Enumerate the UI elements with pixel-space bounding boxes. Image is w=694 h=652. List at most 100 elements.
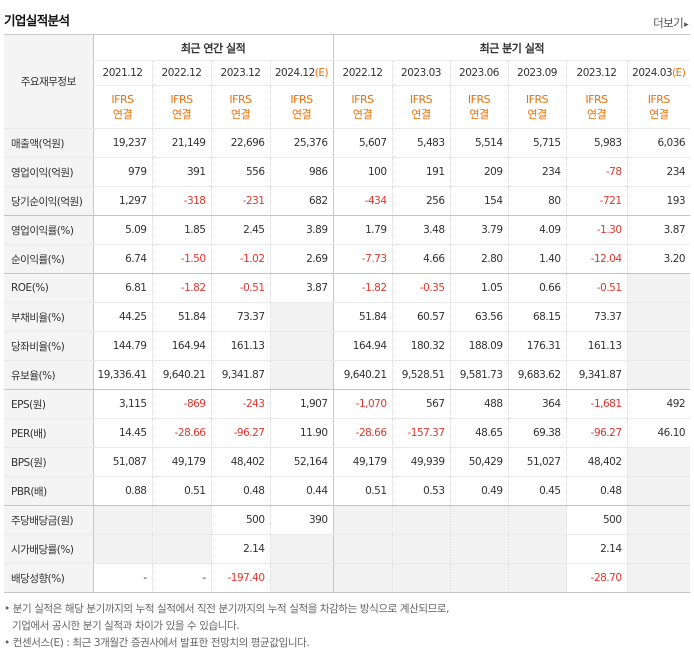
accounting-standard: IFRS 연결 bbox=[210, 85, 270, 129]
value-cell: 256 bbox=[391, 186, 451, 216]
value-cell: -869 bbox=[151, 389, 211, 419]
value-cell: 488 bbox=[449, 389, 509, 419]
standard-line2: 연결 bbox=[112, 108, 133, 121]
accounting-standard: IFRS 연결 bbox=[332, 85, 393, 129]
table-row: BPS(원) 51,087 49,179 48,402 52,164 49,179 49,9… bbox=[4, 447, 691, 477]
value-cell: 48,402 bbox=[565, 447, 628, 477]
value-cell: -434 bbox=[332, 186, 393, 216]
value-cell: 209 bbox=[449, 157, 509, 187]
value-cell bbox=[507, 563, 567, 593]
value-cell: 11.90 bbox=[269, 418, 334, 448]
value-cell: 9,341.87 bbox=[210, 360, 270, 390]
value-cell: -78 bbox=[565, 157, 628, 187]
section-title: 기업실적분석 bbox=[4, 13, 70, 28]
value-cell: -28.70 bbox=[565, 563, 628, 593]
standard-line2: 연결 bbox=[586, 108, 607, 121]
accounting-standard: IFRS 연결 bbox=[269, 85, 334, 129]
period-header: 2022.12 bbox=[332, 60, 393, 86]
value-cell: 0.45 bbox=[507, 476, 567, 506]
value-cell: 51.84 bbox=[151, 302, 211, 332]
value-cell: -197.40 bbox=[210, 563, 270, 593]
standard-line2: 연결 bbox=[411, 108, 431, 121]
footnote-2: • 컨센서스(E) : 최근 3개월간 증권사에서 발표한 전망치의 평균값입니… bbox=[4, 637, 310, 649]
value-cell: -0.35 bbox=[391, 273, 451, 303]
value-cell: 3,115 bbox=[92, 389, 152, 419]
table-row: 영업이익률(%) 5.09 1.85 2.45 3.89 1.79 3.48 3.79 4.09… bbox=[4, 215, 691, 245]
value-cell: 21,149 bbox=[151, 128, 211, 158]
standard-line1: IFRS bbox=[351, 93, 374, 106]
value-cell: 51.84 bbox=[332, 302, 393, 332]
value-cell: 193 bbox=[626, 186, 691, 216]
value-cell: 80 bbox=[507, 186, 567, 216]
value-cell bbox=[391, 563, 451, 593]
value-cell: 0.88 bbox=[92, 476, 152, 506]
table-row: 당기순이익(억원) 1,297 -318 -231 682 -434 256 154 80 -72… bbox=[4, 186, 691, 216]
period-header: 2024.12(E) bbox=[269, 60, 334, 86]
group-quarterly: 최근 분기 실적 bbox=[332, 34, 691, 61]
period-header: 2023.12 bbox=[565, 60, 628, 86]
estimate-mark: (E) bbox=[672, 67, 686, 79]
accounting-standard: IFRS 연결 bbox=[449, 85, 509, 129]
value-cell: 9,683.62 bbox=[507, 360, 567, 390]
footnote-1: • 분기 실적은 해당 분기까지의 누적 실적에서 직전 분기까지의 누적 실적… bbox=[4, 603, 450, 615]
value-cell bbox=[269, 534, 334, 564]
period-date: 2024.12 bbox=[274, 67, 315, 79]
value-cell: 500 bbox=[210, 505, 270, 535]
value-cell: 0.53 bbox=[391, 476, 451, 506]
value-cell bbox=[507, 505, 567, 535]
value-cell bbox=[269, 302, 334, 332]
standard-line2: 연결 bbox=[649, 108, 669, 121]
value-cell bbox=[92, 534, 152, 564]
value-cell: 9,341.87 bbox=[565, 360, 628, 390]
standard-line1: IFRS bbox=[647, 93, 671, 106]
table-row: PBR(배) 0.88 0.51 0.48 0.44 0.51 0.53 0.49 0.45 0.… bbox=[4, 476, 691, 506]
value-cell: 5.09 bbox=[92, 215, 152, 245]
value-cell: -0.51 bbox=[565, 273, 628, 303]
value-cell: 60.57 bbox=[391, 302, 451, 332]
value-cell: 3.89 bbox=[269, 215, 334, 245]
value-cell: 5,514 bbox=[449, 128, 509, 158]
value-cell bbox=[332, 534, 393, 564]
row-label: 순이익률(%) bbox=[4, 244, 93, 274]
value-cell: 2.69 bbox=[269, 244, 334, 274]
standard-line2: 연결 bbox=[291, 108, 312, 121]
value-cell: 4.09 bbox=[507, 215, 567, 245]
value-cell: 68.15 bbox=[507, 302, 567, 332]
period-header: 2023.06 bbox=[449, 60, 509, 86]
table-row: 당좌비율(%) 144.79 164.94 161.13 164.94 180.32 188… bbox=[4, 331, 691, 361]
value-cell: 0.51 bbox=[332, 476, 393, 506]
accounting-standard: IFRS 연결 bbox=[507, 85, 567, 129]
value-cell: -28.66 bbox=[332, 418, 393, 448]
value-cell: -7.73 bbox=[332, 244, 393, 274]
footnotes: • 분기 실적은 해당 분기까지의 누적 실적에서 직전 분기까지의 누적 실적… bbox=[4, 601, 450, 652]
value-cell: -1.30 bbox=[565, 215, 628, 245]
standard-line1: IFRS bbox=[290, 93, 313, 106]
value-cell: - bbox=[92, 563, 152, 593]
value-cell: 9,640.21 bbox=[332, 360, 393, 390]
period-header: 2023.12 bbox=[210, 60, 270, 86]
period-date: 2024.03 bbox=[632, 67, 673, 79]
more-link[interactable]: 더보기▸ bbox=[653, 15, 688, 31]
value-cell: 492 bbox=[626, 389, 691, 419]
value-cell: -96.27 bbox=[210, 418, 270, 448]
value-cell: 180.32 bbox=[391, 331, 451, 361]
row-label: 배당성향(%) bbox=[4, 563, 93, 593]
table-row: 유보율(%) 19,336.41 9,640.21 9,341.87 9,640.21 9… bbox=[4, 360, 691, 390]
value-cell: 3.79 bbox=[449, 215, 509, 245]
value-cell bbox=[449, 534, 509, 564]
value-cell: 5,715 bbox=[507, 128, 567, 158]
value-cell: 176.31 bbox=[507, 331, 567, 361]
value-cell: -231 bbox=[210, 186, 270, 216]
row-label: 당좌비율(%) bbox=[4, 331, 93, 361]
table-row: 순이익률(%) 6.74 -1.50 -1.02 2.69 -7.73 4.66 2.80 1.… bbox=[4, 244, 691, 274]
row-label: PBR(배) bbox=[4, 476, 93, 506]
value-cell bbox=[332, 505, 393, 535]
table-row: 부채비율(%) 44.25 51.84 73.37 51.84 60.57 63.56 68.… bbox=[4, 302, 691, 332]
row-label: ROE(%) bbox=[4, 273, 93, 303]
row-label: 부채비율(%) bbox=[4, 302, 93, 332]
value-cell bbox=[269, 331, 334, 361]
value-cell: 164.94 bbox=[151, 331, 211, 361]
value-cell: 6.74 bbox=[92, 244, 152, 274]
accounting-standard: IFRS 연결 bbox=[565, 85, 628, 129]
value-cell: 52,164 bbox=[269, 447, 334, 477]
